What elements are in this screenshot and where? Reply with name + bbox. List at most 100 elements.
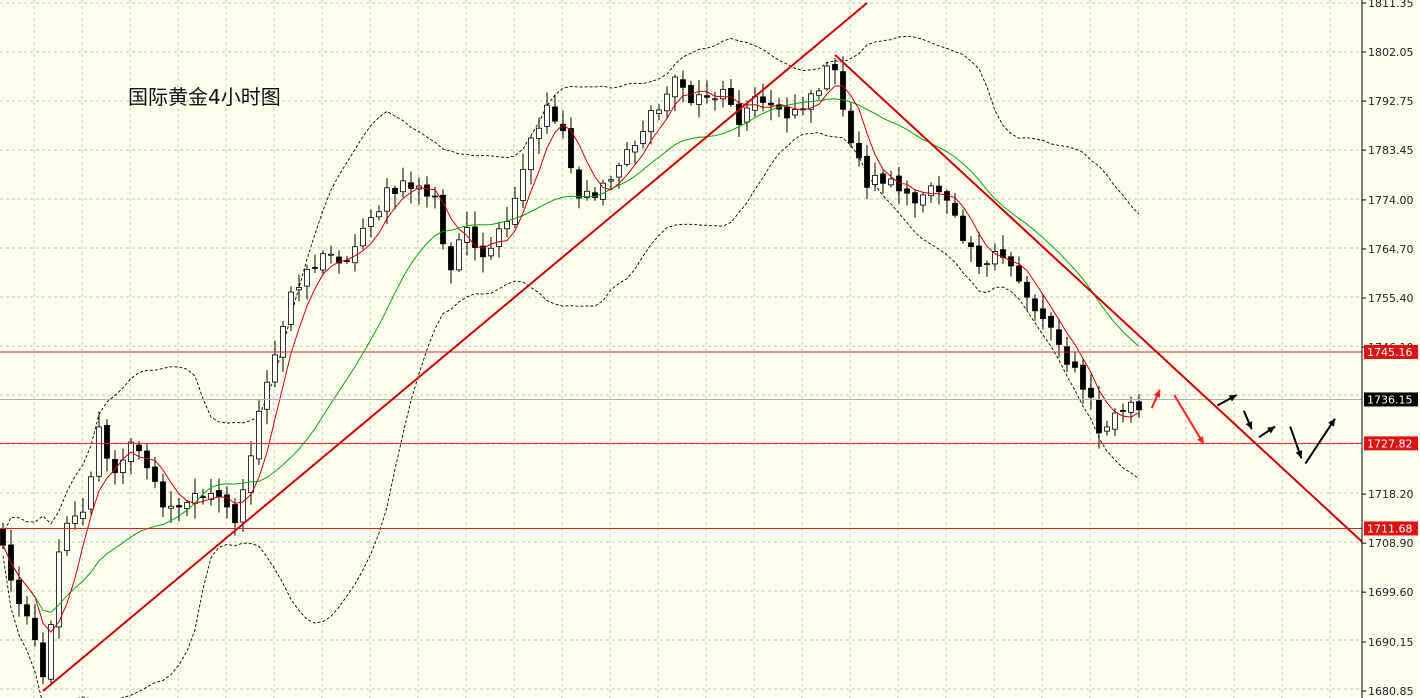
price-tag-box xyxy=(1364,392,1418,407)
candle-body xyxy=(176,505,182,508)
candle xyxy=(888,170,894,188)
candle-body xyxy=(296,287,302,291)
ma-slow-line xyxy=(2,98,1140,613)
candle-body xyxy=(120,459,126,473)
candle xyxy=(440,189,446,250)
candle-body xyxy=(248,455,254,493)
candle-body xyxy=(832,64,838,71)
candle xyxy=(264,370,270,425)
y-tick-label: 1708.90 xyxy=(1368,537,1414,550)
candle-body xyxy=(256,410,262,460)
candle-body xyxy=(608,179,614,182)
candle xyxy=(1016,256,1022,284)
candle xyxy=(1064,336,1070,373)
level-price-tag: 1711.68 xyxy=(1364,521,1418,536)
candle-body xyxy=(320,253,326,271)
candle-body xyxy=(1120,410,1126,412)
candle-body xyxy=(488,247,494,257)
candle xyxy=(152,456,158,489)
candle-body xyxy=(1048,315,1054,328)
candle xyxy=(848,103,854,148)
upper-band xyxy=(2,35,1140,535)
candle xyxy=(168,491,174,524)
candle-body xyxy=(0,529,6,546)
trendlines xyxy=(42,2,1364,692)
candle xyxy=(32,603,38,647)
candle-body xyxy=(672,76,678,98)
candle-body xyxy=(1016,265,1022,282)
candle-body xyxy=(360,227,366,247)
candle-body xyxy=(272,354,278,383)
candle-body xyxy=(720,88,726,100)
candle-body xyxy=(88,476,94,510)
candle-body xyxy=(328,253,334,256)
candle-body xyxy=(1072,361,1078,368)
y-tick-label: 1783.45 xyxy=(1368,144,1414,157)
candle-body xyxy=(160,481,166,508)
candle-body xyxy=(696,94,702,105)
candle xyxy=(656,104,662,120)
candle-body xyxy=(624,149,630,165)
candle xyxy=(208,478,214,506)
candle xyxy=(584,180,590,201)
price-axis: 1811.35 1802.05 1792.75 1783.45 1774.00 1764.… xyxy=(1362,0,1414,698)
candle-body xyxy=(408,182,414,189)
arrow-head xyxy=(1267,426,1275,434)
candle-body xyxy=(424,184,430,197)
candle-body xyxy=(984,263,990,266)
candle xyxy=(1096,385,1102,449)
candle xyxy=(104,419,110,472)
candle-body xyxy=(520,168,526,201)
candle-body xyxy=(16,579,22,605)
candle-body xyxy=(1112,412,1118,430)
candle-body xyxy=(528,137,534,171)
candle-body xyxy=(232,504,238,524)
candle xyxy=(400,167,406,198)
candle xyxy=(488,236,494,260)
price-tag-box xyxy=(1364,521,1418,536)
candle xyxy=(272,340,278,387)
candle-body xyxy=(792,109,798,116)
candle xyxy=(184,499,190,517)
candle-body xyxy=(648,110,654,133)
candle xyxy=(232,498,238,536)
candle-body xyxy=(704,95,710,98)
y-tick-label: 1680.85 xyxy=(1368,685,1414,698)
candle xyxy=(160,473,166,518)
candle xyxy=(928,182,934,203)
y-tick-label: 1690.15 xyxy=(1368,636,1414,649)
candle-body xyxy=(384,187,390,212)
candle-body xyxy=(312,266,318,269)
candle-body xyxy=(664,93,670,112)
arrow-shaft xyxy=(1173,394,1205,445)
candle-body xyxy=(472,226,478,248)
candle-body xyxy=(1064,346,1070,365)
candle-body xyxy=(336,256,342,264)
candle-body xyxy=(1080,364,1086,390)
candle-body xyxy=(288,291,294,325)
candle-body xyxy=(656,109,662,114)
candle-body xyxy=(32,617,38,641)
candle xyxy=(328,245,334,264)
candle xyxy=(1040,295,1046,330)
candle-body xyxy=(440,194,446,245)
price-tag-label: 1736.15 xyxy=(1367,393,1413,406)
candle-body xyxy=(1128,401,1134,413)
candle xyxy=(1120,403,1126,423)
candle-body xyxy=(208,492,214,500)
candle xyxy=(176,497,182,522)
candle-body xyxy=(632,145,638,153)
candle-body xyxy=(448,246,454,271)
candle-body xyxy=(1104,426,1110,432)
current-price-tag: 1736.15 xyxy=(1364,392,1418,407)
candle xyxy=(992,243,998,271)
arrow-head xyxy=(1295,450,1303,459)
candle xyxy=(80,497,86,526)
candle xyxy=(552,94,558,125)
candle-body xyxy=(184,502,190,509)
candle-body xyxy=(584,190,590,198)
forecast-arrow-black-5 xyxy=(1304,418,1336,465)
candle xyxy=(648,105,654,145)
candle xyxy=(1128,396,1134,424)
